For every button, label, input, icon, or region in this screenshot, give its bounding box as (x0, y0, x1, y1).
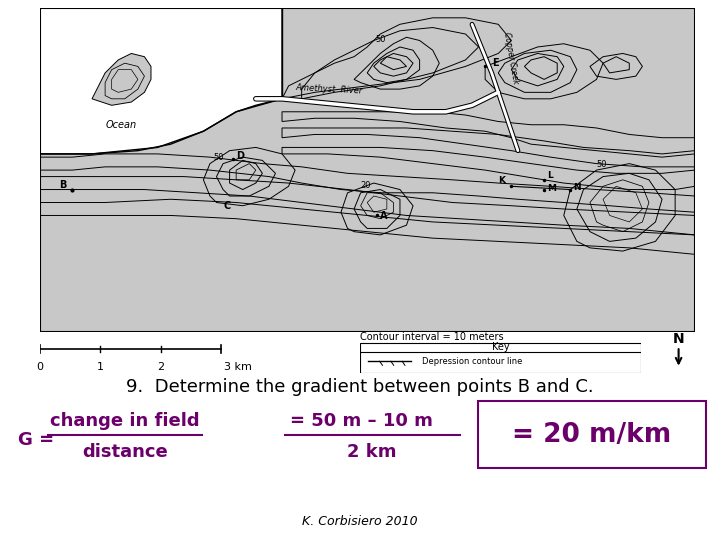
Text: Contour interval = 10 meters: Contour interval = 10 meters (360, 332, 503, 342)
Text: L: L (547, 171, 553, 180)
Text: C: C (223, 201, 230, 211)
Text: 1: 1 (96, 362, 104, 373)
Polygon shape (40, 8, 695, 332)
Text: 9.  Determine the gradient between points B and C.: 9. Determine the gradient between points… (126, 379, 594, 396)
Text: Ocean: Ocean (105, 120, 136, 130)
Text: D: D (236, 151, 244, 161)
Text: Copper Creek: Copper Creek (502, 31, 519, 85)
Text: K. Corbisiero 2010: K. Corbisiero 2010 (302, 515, 418, 529)
Text: K: K (498, 176, 505, 185)
Polygon shape (92, 53, 151, 105)
Text: 3 km: 3 km (224, 362, 252, 373)
Text: 2: 2 (157, 362, 164, 373)
Text: E: E (492, 58, 498, 69)
Text: = 50 m – 10 m: = 50 m – 10 m (290, 413, 433, 430)
Text: distance: distance (82, 443, 168, 461)
Text: 20: 20 (361, 181, 371, 190)
Text: N: N (574, 183, 581, 192)
Text: 50: 50 (375, 35, 385, 44)
Text: 0: 0 (36, 362, 43, 373)
Text: change in field: change in field (50, 413, 200, 430)
Bar (360, 343, 641, 373)
Text: Depression contour line: Depression contour line (422, 357, 522, 366)
Text: A: A (380, 211, 388, 221)
Text: = 20 m/km: = 20 m/km (513, 422, 672, 448)
Text: 50: 50 (596, 160, 607, 169)
Text: G =: G = (18, 430, 60, 449)
Text: Amethyst  River: Amethyst River (295, 84, 363, 96)
Text: B: B (59, 180, 67, 190)
Text: Key: Key (492, 342, 509, 353)
Text: 50: 50 (213, 153, 224, 163)
Text: N: N (672, 332, 685, 346)
Text: 2 km: 2 km (347, 443, 397, 461)
Text: M: M (547, 184, 557, 193)
Bar (478, 401, 706, 468)
Polygon shape (40, 8, 282, 154)
